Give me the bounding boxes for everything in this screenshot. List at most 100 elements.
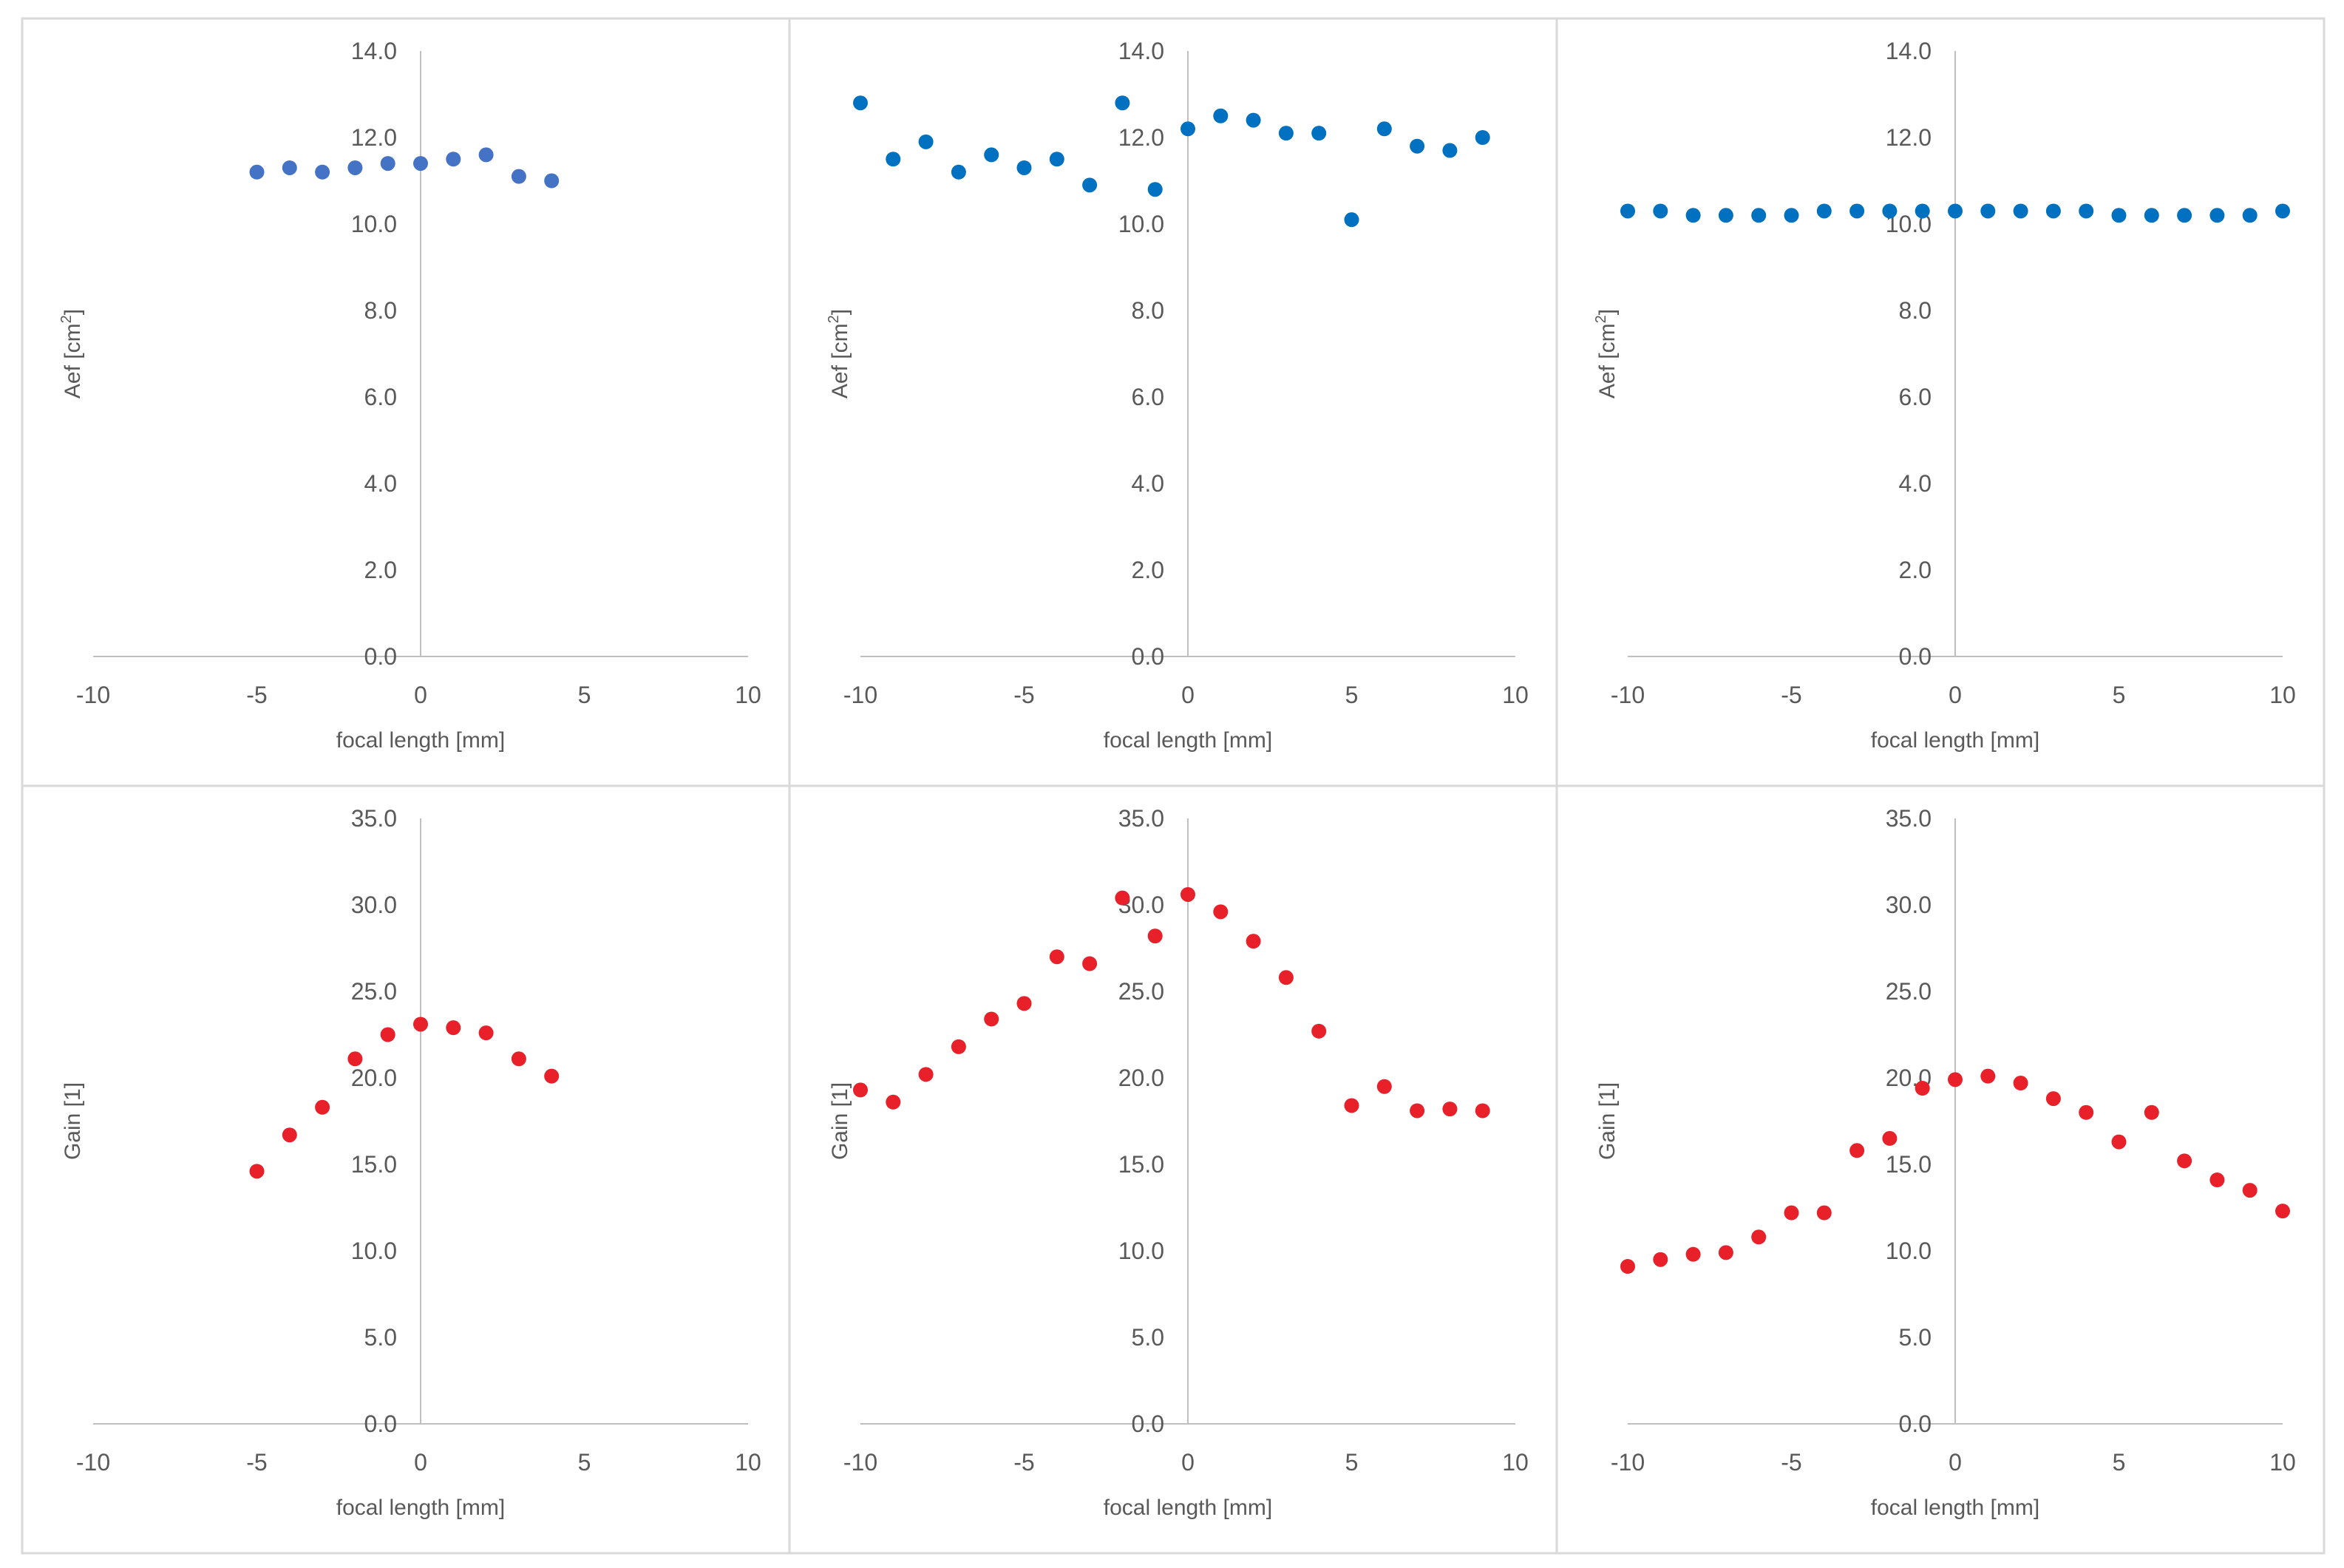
data-point	[1049, 152, 1064, 167]
x-tick-label: 5	[1345, 1449, 1359, 1476]
x-axis-title: focal length [mm]	[1871, 1496, 2039, 1520]
y-tick-label: 8.0	[364, 297, 397, 324]
data-point	[1948, 1072, 1963, 1087]
y-tick-label: 5.0	[364, 1324, 397, 1351]
y-tick-label: 6.0	[1132, 384, 1164, 410]
x-tick-label: 5	[2113, 1449, 2126, 1476]
data-point	[1980, 1068, 1996, 1084]
data-point	[1849, 1143, 1865, 1158]
y-tick-label: 14.0	[1118, 38, 1164, 64]
y-tick-label: 5.0	[1132, 1324, 1164, 1351]
y-tick-label: 4.0	[1132, 470, 1164, 497]
data-point	[1246, 112, 1261, 128]
data-point	[347, 1051, 363, 1067]
y-tick-label: 8.0	[1899, 297, 1932, 324]
x-axis-title: focal length [mm]	[1104, 1496, 1272, 1520]
x-tick-label: -5	[1013, 1449, 1034, 1476]
data-point	[1376, 121, 1392, 137]
y-tick-label: 2.0	[1132, 557, 1164, 583]
data-point	[918, 134, 934, 149]
data-point	[1246, 934, 1261, 949]
data-point	[1082, 956, 1098, 971]
data-point	[951, 164, 966, 180]
x-tick-label: -5	[1781, 1449, 1801, 1476]
x-tick-label: 10	[735, 1449, 761, 1476]
y-tick-label: 15.0	[1886, 1151, 1932, 1178]
data-point	[1980, 203, 1996, 219]
y-tick-label: 25.0	[351, 978, 397, 1005]
data-point	[984, 1011, 999, 1027]
data-point	[1751, 1229, 1767, 1245]
data-point	[1181, 121, 1195, 137]
data-point	[2177, 208, 2192, 223]
y-axis-title: Gain [1]	[828, 1082, 852, 1160]
data-point	[2079, 203, 2094, 219]
data-point	[2209, 208, 2225, 223]
data-point	[1882, 203, 1898, 219]
data-point	[951, 1039, 966, 1054]
y-tick-label: 2.0	[1899, 557, 1932, 583]
data-point	[446, 1020, 461, 1036]
y-tick-label: 12.0	[351, 124, 397, 151]
data-point	[1344, 1098, 1359, 1113]
x-tick-label: -10	[76, 1449, 110, 1476]
data-point	[1816, 203, 1832, 219]
x-axis-title: focal length [mm]	[336, 728, 505, 753]
data-point	[1816, 1205, 1832, 1221]
x-tick-label: -5	[246, 682, 267, 708]
data-point	[1784, 1205, 1799, 1221]
data-point	[544, 1068, 560, 1084]
data-point	[1620, 203, 1635, 219]
y-tick-label: 10.0	[351, 1238, 397, 1264]
data-point	[2045, 1091, 2061, 1107]
data-point	[1882, 1130, 1898, 1146]
data-point	[478, 1025, 494, 1041]
chart-panel-2: 0.0 2.0 4.0 6.0 8.0 10.0 12.0 14.0 -10 -5 0 5 10 foca…	[788, 17, 1558, 787]
y-tick-label: 15.0	[1118, 1151, 1164, 1178]
data-point	[886, 1094, 901, 1110]
y-tick-label: 14.0	[1886, 38, 1932, 64]
data-point	[1849, 203, 1865, 219]
data-point	[1016, 160, 1032, 175]
data-point	[1213, 904, 1229, 920]
x-axis-title: focal length [mm]	[1104, 728, 1272, 753]
data-point	[2144, 1104, 2159, 1120]
data-point	[1948, 203, 1963, 219]
data-point	[380, 156, 395, 172]
data-point	[282, 160, 297, 175]
panel-frame	[788, 784, 1558, 1555]
x-tick-label: 0	[1949, 1449, 1962, 1476]
panel-frame	[788, 17, 1558, 787]
y-tick-label: 0.0	[364, 643, 397, 670]
x-tick-label: 10	[2269, 1449, 2296, 1476]
data-point	[544, 173, 560, 189]
x-tick-label: -10	[1611, 1449, 1645, 1476]
y-axis-title: Aef [cm2]	[826, 309, 852, 398]
data-point	[1442, 143, 1458, 158]
data-point	[1620, 1259, 1635, 1275]
data-point	[511, 169, 526, 184]
data-point	[446, 152, 461, 167]
y-tick-label: 0.0	[1132, 643, 1164, 670]
data-point	[2079, 1104, 2094, 1120]
data-point	[1685, 208, 1701, 223]
x-tick-label: -5	[246, 1449, 267, 1476]
data-point	[282, 1127, 297, 1143]
data-point	[1718, 1245, 1733, 1260]
data-point	[2111, 1134, 2127, 1150]
x-tick-label: 10	[2269, 682, 2296, 708]
y-tick-label: 5.0	[1899, 1324, 1932, 1351]
x-tick-label: 0	[1181, 682, 1195, 708]
data-point	[1653, 203, 1668, 219]
y-tick-label: 20.0	[1118, 1065, 1164, 1091]
y-tick-label: 10.0	[1886, 1238, 1932, 1264]
x-axis-title: focal length [mm]	[1871, 728, 2039, 753]
chart-panel-6: 0.05.010.015.020.025.030.035.0-10 -5 0 5 10f…	[1555, 784, 2326, 1555]
data-point	[249, 1164, 265, 1179]
data-point	[2144, 208, 2159, 223]
y-tick-label: 0.0	[1132, 1411, 1164, 1437]
data-point	[1915, 203, 1930, 219]
data-point	[2275, 1204, 2290, 1219]
y-axis-title: Gain [1]	[61, 1082, 85, 1160]
